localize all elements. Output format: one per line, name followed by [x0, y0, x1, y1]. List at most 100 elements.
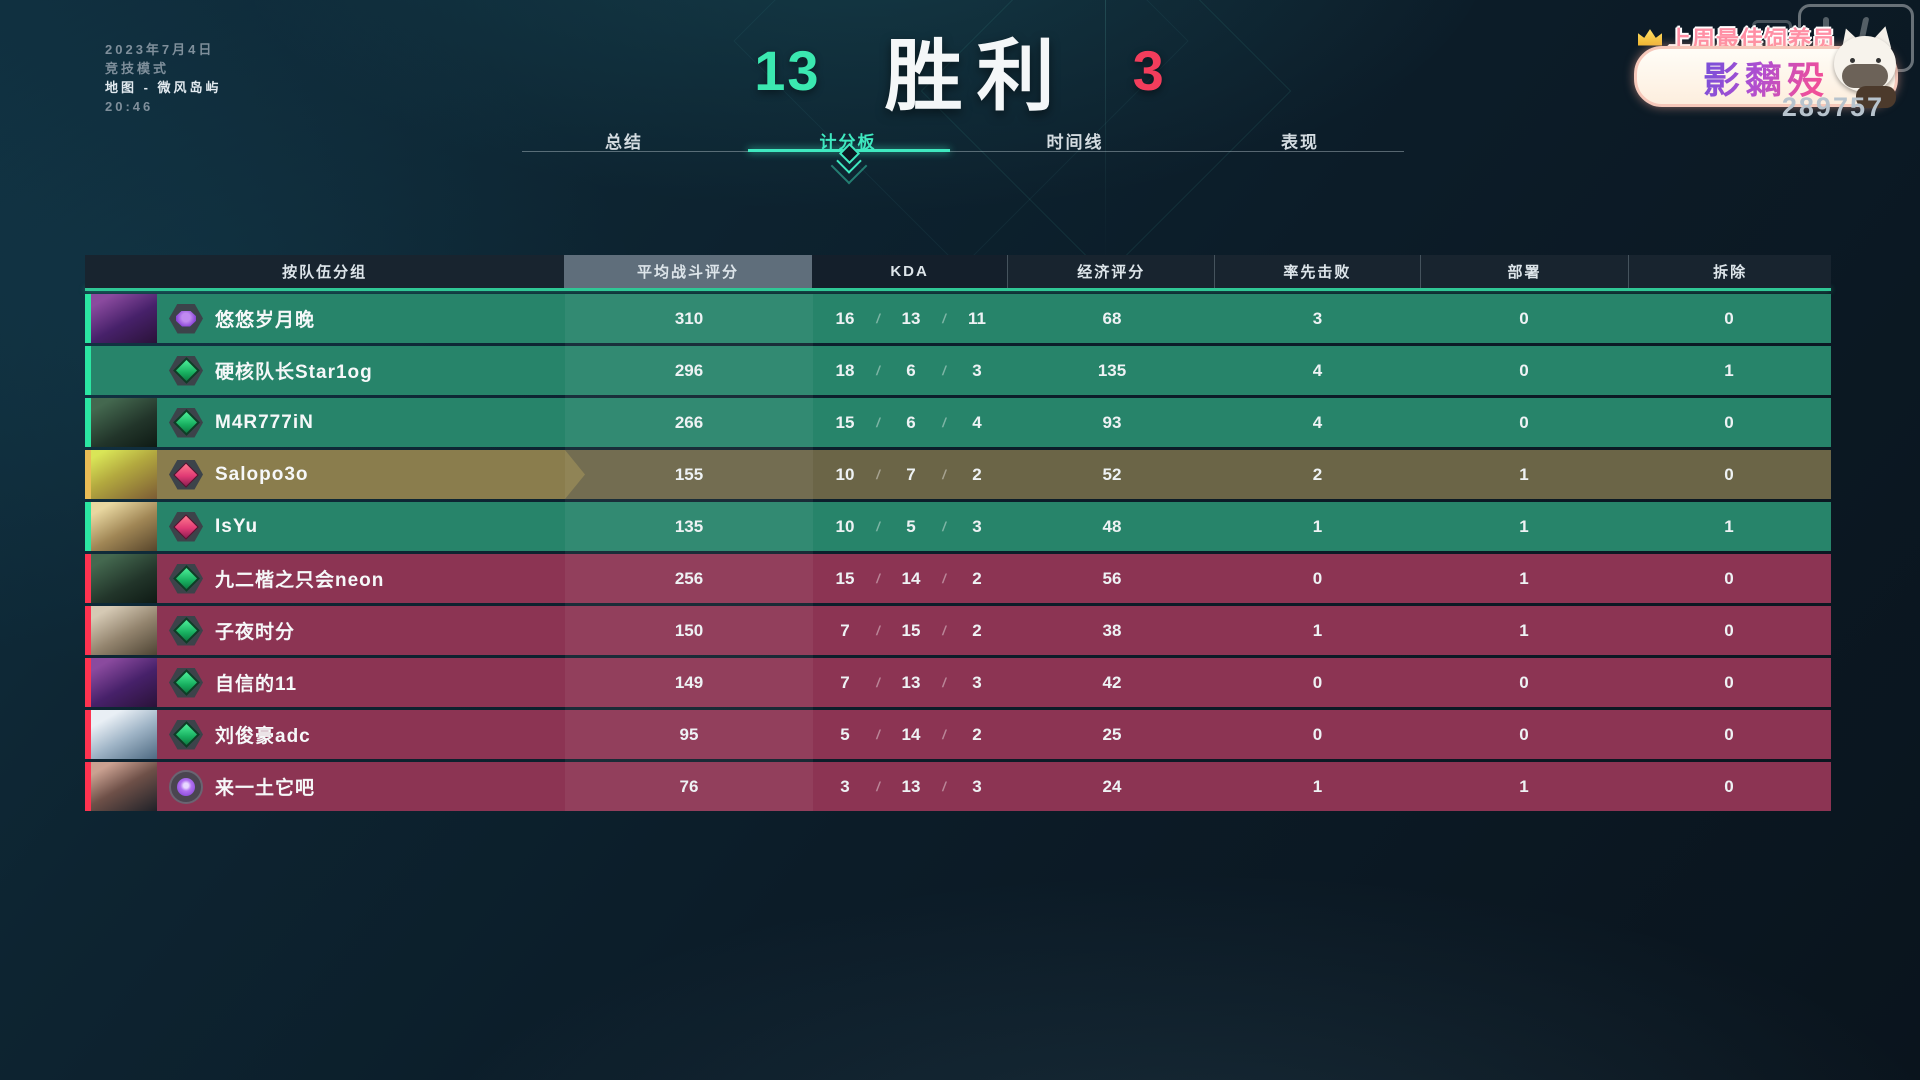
plant-value: 0	[1519, 412, 1529, 432]
assists-value: 2	[972, 568, 982, 588]
column-header-defuse[interactable]: 拆除	[1628, 255, 1831, 288]
acs-value: 310	[674, 308, 704, 328]
team-score-right: 3	[1132, 38, 1166, 102]
victory-title: 胜利	[884, 32, 1069, 120]
team-accent-bar	[85, 450, 91, 499]
table-row[interactable]: 悠悠岁月晚 310 16 / 13 / 11 68 3 0 0	[85, 294, 1831, 343]
column-header-kda[interactable]: KDA	[811, 255, 1008, 288]
deaths-value: 13	[901, 776, 921, 796]
assists-value: 3	[972, 516, 982, 536]
kills-value: 18	[835, 360, 855, 380]
deaths-value: 14	[901, 724, 921, 744]
team-accent-bar	[85, 294, 91, 343]
plant-value: 1	[1519, 516, 1529, 536]
kda-separator: /	[876, 623, 880, 638]
player-name: IsYu	[215, 515, 259, 537]
agent-avatar	[91, 398, 157, 447]
column-header-acs[interactable]: 平均战斗评分	[564, 255, 812, 288]
player-name: 自信的11	[215, 674, 298, 695]
agent-avatar	[91, 658, 157, 707]
team-accent-bar	[85, 502, 91, 551]
kda-separator: /	[876, 415, 880, 430]
agent-avatar	[91, 554, 157, 603]
defuse-value: 0	[1724, 672, 1734, 692]
table-row[interactable]: 来一土它吧 76 3 / 13 / 3 24 1 1 0	[85, 762, 1831, 811]
defuse-value: 0	[1724, 724, 1734, 744]
column-header-econ[interactable]: 经济评分	[1007, 255, 1215, 288]
tab-summary[interactable]: 总结	[605, 133, 643, 152]
acs-value: 266	[674, 412, 704, 432]
plant-value: 0	[1519, 360, 1529, 380]
tab-performance[interactable]: 表现	[1281, 133, 1319, 152]
plant-value: 0	[1519, 672, 1529, 692]
defuse-value: 1	[1724, 360, 1734, 380]
econ-value: 68	[1102, 308, 1122, 328]
kills-value: 7	[840, 620, 850, 640]
plant-value: 1	[1519, 620, 1529, 640]
team-accent-bar	[85, 762, 91, 811]
defuse-value: 0	[1724, 464, 1734, 484]
kda-value: 15 / 6 / 4	[813, 413, 1009, 433]
acs-value: 135	[674, 516, 704, 536]
acs-value: 76	[679, 776, 699, 796]
kills-value: 16	[835, 308, 855, 328]
kda-separator: /	[876, 675, 880, 690]
kda-separator: /	[942, 675, 946, 690]
player-name: 刘俊豪adc	[215, 726, 311, 747]
acs-value: 95	[679, 724, 699, 744]
table-row[interactable]: 九二楷之只会neon 256 15 / 14 / 2 56 0 1 0	[85, 554, 1831, 603]
table-row[interactable]: M4R777iN 266 15 / 6 / 4 93 4 0 0	[85, 398, 1831, 447]
column-header-plant[interactable]: 部署	[1419, 255, 1629, 288]
kda-value: 15 / 14 / 2	[813, 569, 1009, 589]
player-name: Salopo3o	[215, 463, 309, 485]
deaths-value: 15	[901, 620, 921, 640]
kills-value: 15	[835, 412, 855, 432]
kda-value: 16 / 13 / 11	[813, 309, 1009, 329]
defuse-value: 0	[1724, 776, 1734, 796]
acs-value: 149	[674, 672, 704, 692]
econ-value: 42	[1102, 672, 1122, 692]
viewer-count: 289757	[1781, 92, 1884, 122]
tab-scoreboard[interactable]: 计分板	[820, 128, 877, 153]
mascot-avatar	[1834, 23, 1908, 110]
column-header-first-kill[interactable]: 率先击败	[1214, 255, 1420, 288]
defuse-value: 1	[1724, 516, 1734, 536]
player-name: 九二楷之只会neon	[215, 570, 385, 591]
column-header-group[interactable]: 按队伍分组	[85, 255, 565, 288]
econ-value: 135	[1097, 360, 1127, 380]
crown-icon	[1638, 29, 1662, 46]
team-score-left: 13	[754, 38, 821, 102]
rank-icon	[169, 355, 203, 386]
kda-value: 10 / 5 / 3	[813, 517, 1009, 537]
deaths-value: 13	[901, 672, 921, 692]
econ-value: 56	[1102, 568, 1122, 588]
table-row-self[interactable]: Salopo3o 155 10 / 7 / 2 52 2 1 0	[85, 450, 1831, 499]
kills-value: 3	[840, 776, 850, 796]
table-row[interactable]: IsYu 135 10 / 5 / 3 48 1 1 1	[85, 502, 1831, 551]
econ-value: 38	[1102, 620, 1122, 640]
deaths-value: 6	[906, 360, 916, 380]
first-kill-value: 0	[1312, 568, 1323, 588]
rank-icon	[169, 407, 203, 438]
player-name: 来一土它吧	[215, 778, 316, 799]
acs-value: 150	[674, 620, 704, 640]
kills-value: 10	[835, 516, 855, 536]
econ-value: 93	[1102, 412, 1122, 432]
kda-separator: /	[876, 779, 880, 794]
kda-separator: /	[942, 363, 946, 378]
table-row[interactable]: 子夜时分 150 7 / 15 / 2 38 1 1 0	[85, 606, 1831, 655]
plant-value: 0	[1519, 724, 1529, 744]
kda-separator: /	[942, 519, 946, 534]
first-kill-value: 1	[1312, 776, 1323, 796]
agent-avatar	[91, 346, 157, 395]
agent-avatar	[91, 710, 157, 759]
table-row[interactable]: 刘俊豪adc 95 5 / 14 / 2 25 0 0 0	[85, 710, 1831, 759]
table-row[interactable]: 自信的11 149 7 / 13 / 3 42 0 0 0	[85, 658, 1831, 707]
table-row[interactable]: 硬核队长Star1og 296 18 / 6 / 3 135 4 0 1	[85, 346, 1831, 395]
acs-value: 296	[674, 360, 704, 380]
kda-separator: /	[942, 571, 946, 586]
team-accent-bar	[85, 658, 91, 707]
tab-timeline[interactable]: 时间线	[1046, 133, 1104, 152]
rank-icon	[169, 459, 203, 490]
kda-separator: /	[876, 571, 880, 586]
